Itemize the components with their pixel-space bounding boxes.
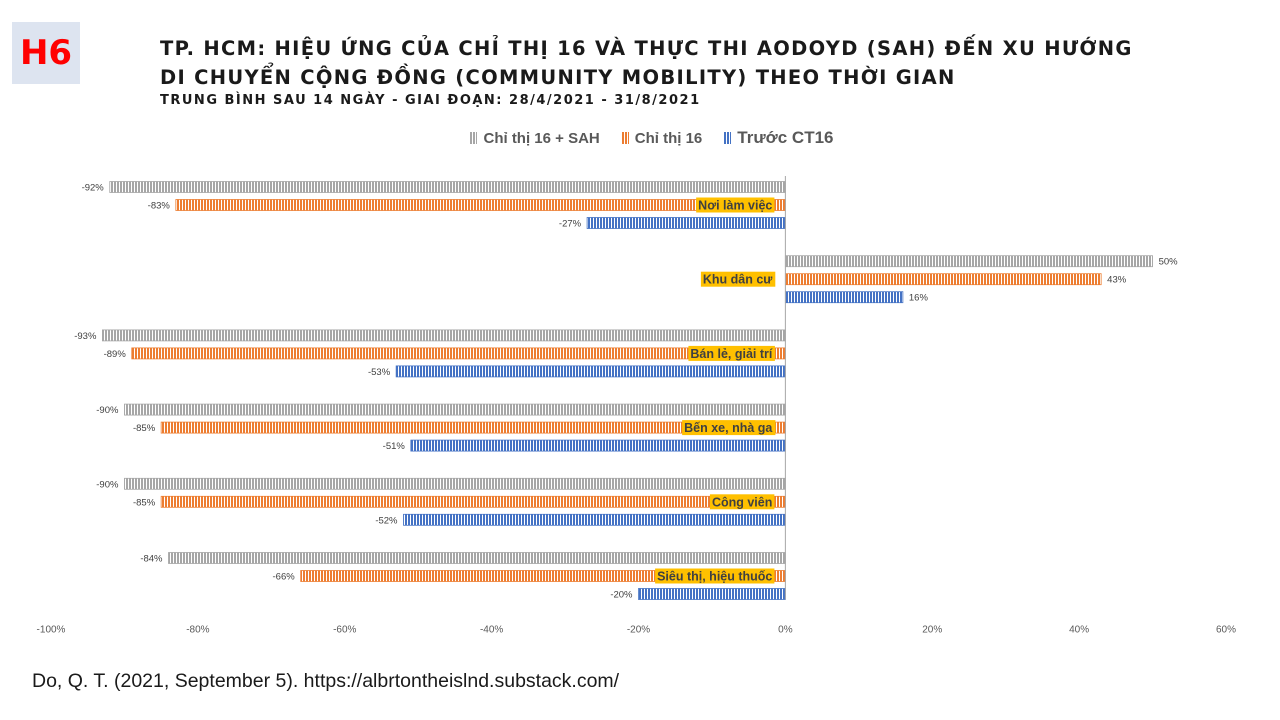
chart-legend: Chỉ thị 16 + SAH Chỉ thị 16 Trước CT16 — [12, 128, 1280, 148]
bar-sah-5 — [168, 552, 786, 564]
chart-subtitle: TRUNG BÌNH SAU 14 NGÀY - GIAI ĐOẠN: 28/4… — [160, 93, 701, 108]
category-label-text-0: Nơi làm việc — [698, 199, 772, 213]
data-label-ct16-0: -83% — [148, 201, 171, 212]
bar-sah-4 — [124, 477, 786, 490]
category-label-text-2: Bán lẻ, giải trí — [690, 347, 772, 361]
data-label-sah-4: -90% — [96, 479, 119, 490]
category-label-1: Khu dân cư — [700, 271, 776, 287]
x-tick-label-4: -20% — [627, 625, 650, 636]
category-label-5: Siêu thị, hiệu thuốc — [655, 568, 775, 584]
legend-label-sah: Chỉ thị 16 + SAH — [483, 129, 600, 147]
bar-sah-1 — [784, 255, 1153, 268]
bar-sah-0 — [109, 181, 786, 193]
legend-swatch-ct16 — [621, 132, 629, 144]
legend-item-ct16: Chỉ thị 16 — [621, 128, 703, 148]
category-label-bg-1 — [700, 271, 776, 287]
chart-title: TP. HCM: HIỆU ỨNG CỦA CHỈ THỊ 16 VÀ THỰC… — [160, 34, 1133, 92]
category-label-bg-3 — [682, 420, 776, 436]
x-tick-label-3: -40% — [480, 625, 503, 636]
bar-ct16-4 — [160, 495, 786, 508]
bar-ct16-1 — [784, 273, 1102, 286]
bar-ct16-0 — [175, 199, 786, 211]
data-label-ct16-1: 43% — [1107, 275, 1127, 286]
data-label-pre-ct16-3: -51% — [383, 441, 406, 452]
x-tick-label-0: -100% — [37, 625, 66, 636]
legend-swatch-pre-ct16 — [724, 132, 732, 144]
bar-pre-ct16-4 — [403, 513, 786, 526]
bar-pre-ct16-1 — [784, 291, 904, 304]
data-label-sah-1: 50% — [1159, 257, 1179, 268]
citation: Do, Q. T. (2021, September 5). https://a… — [32, 670, 620, 692]
category-label-bg-0 — [696, 197, 775, 213]
data-label-sah-5: -84% — [140, 554, 163, 565]
legend-item-sah: Chỉ thị 16 + SAH — [470, 128, 600, 148]
category-label-bg-5 — [655, 568, 775, 584]
chart-title-line-1: TP. HCM: HIỆU ỨNG CỦA CHỈ THỊ 16 VÀ THỰC… — [160, 37, 1133, 60]
data-label-ct16-5: -66% — [273, 572, 296, 583]
x-tick-label-7: 40% — [1069, 625, 1089, 636]
data-label-sah-2: -93% — [74, 331, 97, 342]
category-label-text-3: Bến xe, nhà ga — [684, 421, 773, 435]
data-label-sah-3: -90% — [96, 405, 119, 416]
bar-pre-ct16-2 — [395, 365, 786, 378]
category-label-bg-4 — [709, 494, 775, 510]
data-label-pre-ct16-2: -53% — [368, 367, 391, 378]
category-label-text-5: Siêu thị, hiệu thuốc — [657, 570, 772, 584]
x-tick-label-8: 60% — [1216, 625, 1236, 636]
legend-swatch-sah — [470, 132, 478, 144]
data-label-ct16-3: -85% — [133, 423, 156, 434]
data-label-ct16-4: -85% — [133, 497, 156, 508]
bar-ct16-2 — [131, 347, 786, 360]
category-label-text-4: Công viên — [712, 495, 772, 509]
category-label-2: Bán lẻ, giải trí — [688, 345, 775, 361]
category-label-0: Nơi làm việc — [696, 197, 775, 213]
data-label-pre-ct16-1: 16% — [909, 293, 929, 304]
data-label-pre-ct16-0: -27% — [559, 219, 582, 230]
data-label-ct16-2: -89% — [104, 349, 127, 360]
chart-title-line-2: DI CHUYỂN CỘNG ĐỒNG (COMMUNITY MOBILITY)… — [160, 66, 956, 89]
bar-sah-3 — [124, 403, 786, 416]
x-tick-label-1: -80% — [186, 625, 209, 636]
x-tick-label-5: 0% — [778, 625, 793, 636]
category-label-3: Bến xe, nhà ga — [682, 420, 776, 436]
category-label-4: Công viên — [709, 494, 775, 510]
x-tick-label-2: -60% — [333, 625, 356, 636]
data-label-pre-ct16-4: -52% — [375, 515, 398, 526]
category-label-bg-2 — [688, 345, 775, 361]
bar-pre-ct16-0 — [586, 217, 786, 229]
bar-chart: -92% -83% -27% 50% 43% 16% -93% -89% -53% -90% -85… — [37, 176, 1236, 636]
data-label-sah-0: -92% — [82, 183, 105, 194]
legend-item-pre-ct16: Trước CT16 — [724, 128, 834, 148]
bar-sah-2 — [102, 329, 786, 342]
bar-pre-ct16-5 — [638, 588, 786, 600]
legend-label-pre-ct16: Trước CT16 — [737, 128, 834, 147]
bar-pre-ct16-3 — [410, 439, 786, 452]
category-label-text-1: Khu dân cư — [703, 273, 773, 287]
data-label-pre-ct16-5: -20% — [610, 590, 633, 601]
figure-badge: H6 — [12, 22, 80, 84]
x-tick-label-6: 20% — [922, 625, 942, 636]
legend-label-ct16: Chỉ thị 16 — [634, 129, 703, 147]
